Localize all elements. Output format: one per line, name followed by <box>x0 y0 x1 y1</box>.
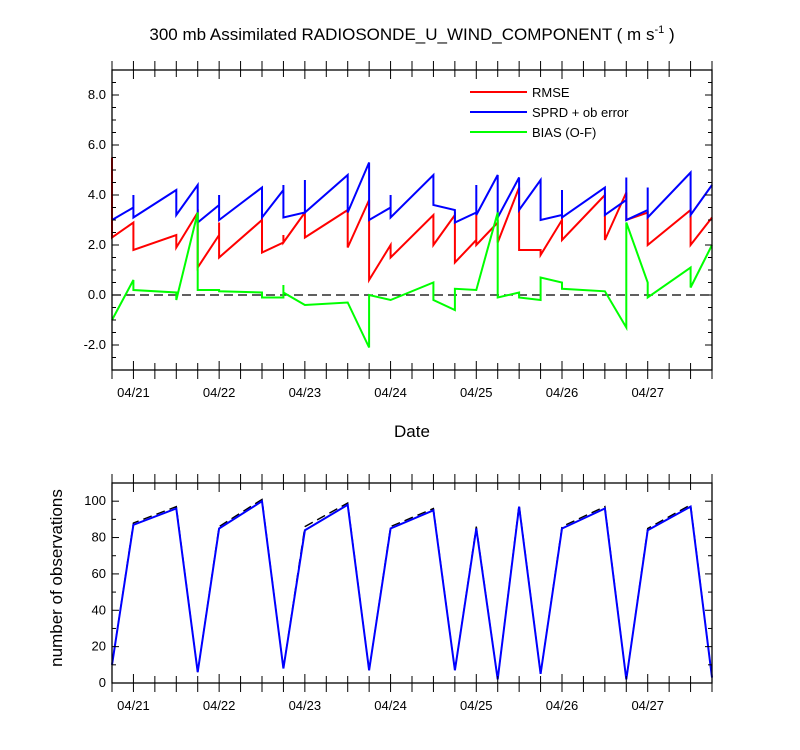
chart-title-superscript: -1 <box>654 24 664 36</box>
top-xtick-label: 04/27 <box>631 385 664 400</box>
bottom-xtick-label: 04/24 <box>374 698 407 713</box>
top-ytick-label: -2.0 <box>84 337 106 352</box>
bottom-axis-ticks: 0 20 40 60 80 100 04/21 04/22 04/23 04/24 04/25 04/… <box>84 474 713 713</box>
bottom-ytick-label: 60 <box>92 566 106 581</box>
y-axis-title: number of observations <box>47 489 66 667</box>
chart-title-main: 300 mb Assimilated RADIOSONDE_U_WIND_COM… <box>149 25 654 44</box>
top-ytick-label: 0.0 <box>88 287 106 302</box>
bottom-ytick-label: 80 <box>92 530 106 545</box>
top-series-group <box>111 157 713 348</box>
bottom-series-line-observations-used <box>111 499 713 680</box>
x-axis-title: Date <box>394 422 430 441</box>
top-xtick-label: 04/23 <box>289 385 322 400</box>
top-ytick-label: 6.0 <box>88 137 106 152</box>
top-ytick-label: 4.0 <box>88 187 106 202</box>
chart-title: 300 mb Assimilated RADIOSONDE_U_WIND_COM… <box>149 24 674 44</box>
bottom-ytick-label: 20 <box>92 639 106 654</box>
bottom-xtick-label: 04/22 <box>203 698 236 713</box>
bottom-xtick-label: 04/23 <box>289 698 322 713</box>
legend-label: SPRD + ob error <box>532 105 629 120</box>
bottom-chart: 0 20 40 60 80 100 04/21 04/22 04/23 04/24 04/25 04/… <box>47 474 713 713</box>
top-xtick-label: 04/21 <box>117 385 150 400</box>
chart-title-suffix: ) <box>664 25 674 44</box>
bottom-xtick-label: 04/27 <box>631 698 664 713</box>
top-xtick-label: 04/26 <box>546 385 579 400</box>
top-xtick-label: 04/25 <box>460 385 493 400</box>
top-xtick-label: 04/24 <box>374 385 407 400</box>
top-xtick-label: 04/22 <box>203 385 236 400</box>
top-axis-ticks: -2.0 0.0 2.0 4.0 6.0 8.0 04/21 04/22 04/23 04/24 0… <box>84 61 713 400</box>
bottom-ytick-label: 40 <box>92 602 106 617</box>
top-ytick-label: 2.0 <box>88 237 106 252</box>
bottom-ytick-label: 0 <box>99 675 106 690</box>
bottom-ytick-label: 100 <box>84 493 106 508</box>
legend-label: RMSE <box>532 85 570 100</box>
bottom-series-group <box>111 498 713 680</box>
bottom-xtick-label: 04/26 <box>546 698 579 713</box>
top-series-line-sprd-ob-error <box>111 162 713 225</box>
top-chart: 300 mb Assimilated RADIOSONDE_U_WIND_COM… <box>84 24 713 441</box>
top-series-line-bias-o-f- <box>111 212 713 348</box>
bottom-xtick-label: 04/25 <box>460 698 493 713</box>
bottom-xtick-label: 04/21 <box>117 698 150 713</box>
top-ytick-label: 8.0 <box>88 87 106 102</box>
legend-label: BIAS (O-F) <box>532 125 596 140</box>
top-legend: RMSE SPRD + ob error BIAS (O-F) <box>470 85 629 140</box>
